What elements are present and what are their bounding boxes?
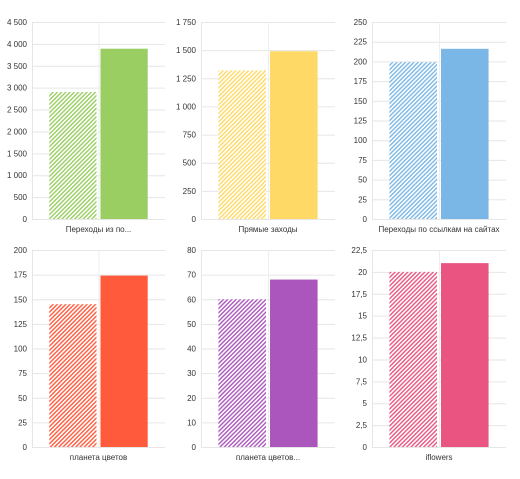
x-category-label: Переходы из по... [66, 225, 132, 234]
bar [218, 299, 266, 447]
bar [441, 263, 489, 447]
y-tick-label: 150 [354, 97, 368, 106]
y-tick-label: 200 [14, 246, 28, 255]
y-tick-label: 500 [14, 193, 28, 202]
y-tick-label: 75 [18, 369, 27, 378]
y-tick-label: 17,5 [351, 290, 367, 299]
chart-panel: 0 10 20 30 40 50 60 70 80 планета цветов... [187, 246, 335, 462]
y-tick-label: 175 [354, 77, 368, 86]
y-tick-label: 60 [187, 295, 196, 304]
y-tick-label: 100 [14, 345, 28, 354]
bar [218, 70, 266, 219]
y-tick-label: 1 500 [176, 46, 197, 55]
chart-panel: 0 250 500 750 1 000 1 250 1 500 1 750 Прямые зах… [176, 18, 335, 234]
y-tick-label: 0 [23, 443, 28, 452]
y-tick-label: 25 [18, 418, 27, 427]
x-category-label: Переходы по ссылкам на сайтах [378, 225, 499, 234]
y-tick-label: 7,5 [356, 377, 368, 386]
y-tick-label: 3 000 [7, 84, 28, 93]
y-tick-label: 4 000 [7, 40, 28, 49]
y-tick-label: 5 [363, 399, 368, 408]
y-tick-label: 75 [358, 156, 367, 165]
y-tick-label: 750 [183, 131, 197, 140]
y-tick-label: 500 [183, 159, 197, 168]
bar [100, 48, 148, 220]
x-category-label: Прямые заходы [238, 225, 297, 234]
y-tick-label: 40 [187, 345, 196, 354]
x-category-label: планета цветов... [236, 453, 300, 462]
y-tick-label: 80 [187, 246, 196, 255]
y-tick-label: 30 [187, 369, 196, 378]
y-tick-label: 250 [183, 187, 197, 196]
y-tick-label: 0 [23, 215, 28, 224]
y-tick-label: 200 [354, 57, 368, 66]
y-tick-label: 15 [358, 312, 367, 321]
y-tick-label: 10 [358, 355, 367, 364]
y-tick-label: 1 250 [176, 74, 197, 83]
bar [49, 92, 97, 219]
y-tick-label: 225 [354, 38, 368, 47]
y-tick-label: 0 [363, 215, 368, 224]
y-tick-label: 125 [14, 320, 28, 329]
y-tick-label: 4 500 [7, 18, 28, 27]
y-tick-label: 2 000 [7, 127, 28, 136]
y-tick-label: 22,5 [351, 246, 367, 255]
chart-panel: 0 500 1 000 1 500 2 000 2 500 3 000 3 500 4 000 4… [7, 18, 165, 234]
y-tick-label: 25 [358, 195, 367, 204]
y-tick-label: 0 [192, 215, 197, 224]
y-tick-label: 125 [354, 117, 368, 126]
chart-panel: 0 25 50 75 100 125 150 175 200 планета цветов [14, 246, 165, 462]
x-category-label: iflowers [425, 453, 452, 462]
y-tick-label: 12,5 [351, 334, 367, 343]
y-tick-label: 50 [187, 320, 196, 329]
y-tick-label: 20 [187, 394, 196, 403]
bar [389, 271, 437, 447]
x-category-label: планета цветов [70, 453, 128, 462]
y-tick-label: 1 000 [7, 171, 28, 180]
y-tick-label: 50 [18, 394, 27, 403]
y-tick-label: 1 500 [7, 149, 28, 158]
y-tick-label: 20 [358, 268, 367, 277]
y-tick-label: 1 750 [176, 18, 197, 27]
bar [270, 279, 318, 447]
y-tick-label: 50 [358, 176, 367, 185]
bar [441, 48, 489, 220]
bar [49, 304, 97, 447]
y-tick-label: 2,5 [356, 421, 368, 430]
y-tick-label: 250 [354, 18, 368, 27]
bar [270, 51, 318, 219]
y-tick-label: 10 [187, 418, 196, 427]
y-tick-label: 2 500 [7, 106, 28, 115]
y-tick-label: 0 [192, 443, 197, 452]
chart-panel: 0 2,5 5 7,5 10 12,5 15 17,5 20 22,5 iflowers [351, 246, 506, 462]
y-tick-label: 70 [187, 271, 196, 280]
y-tick-label: 1 000 [176, 102, 197, 111]
y-tick-label: 175 [14, 271, 28, 280]
y-tick-label: 3 500 [7, 62, 28, 71]
chart-panel: 0 25 50 75 100 125 150 175 200 225 250 Переходы по … [354, 18, 506, 234]
bar [389, 62, 437, 219]
y-tick-label: 0 [363, 443, 368, 452]
y-tick-label: 150 [14, 295, 28, 304]
y-tick-label: 100 [354, 136, 368, 145]
bar [100, 275, 148, 447]
